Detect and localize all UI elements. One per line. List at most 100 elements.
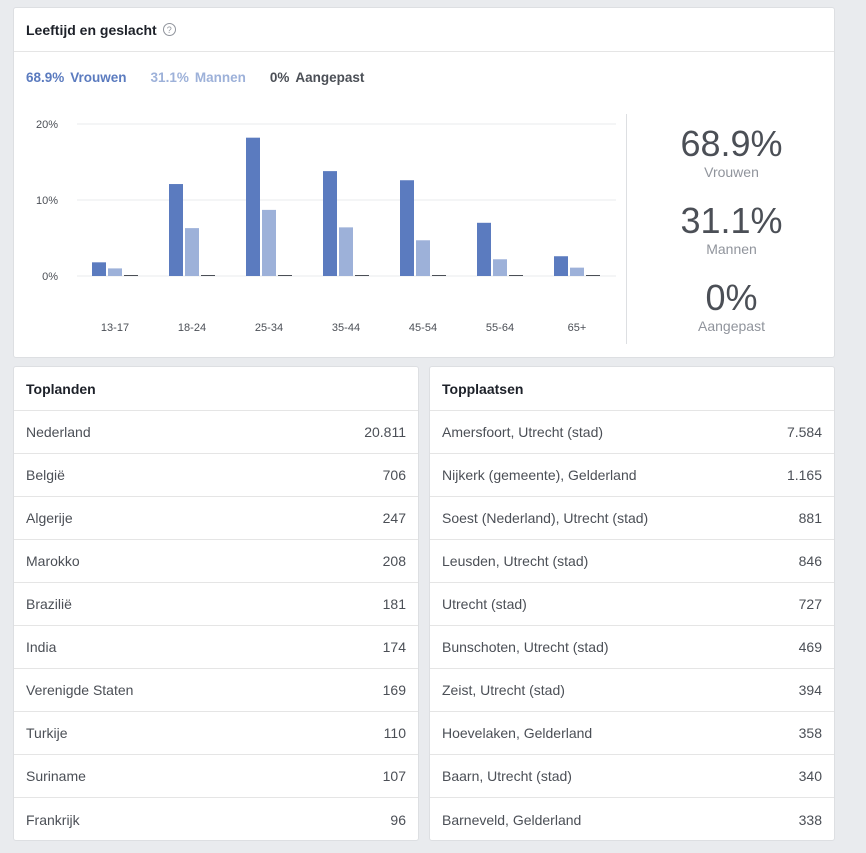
- city-row[interactable]: Nijkerk (gemeente), Gelderland 1.165: [430, 454, 834, 497]
- country-row[interactable]: Suriname 107: [14, 755, 418, 798]
- bar-mannen-25-34[interactable]: [262, 209, 276, 276]
- bar-aangepast-25-34[interactable]: [278, 275, 292, 276]
- bar-mannen-18-24[interactable]: [185, 228, 199, 276]
- country-name: Turkije: [26, 725, 68, 741]
- bar-aangepast-55-64[interactable]: [509, 275, 523, 276]
- bar-mannen-35-44[interactable]: [339, 227, 353, 276]
- country-name: Frankrijk: [26, 811, 80, 828]
- legend-custom-label: Aangepast: [295, 70, 365, 85]
- bar-vrouwen-65+[interactable]: [554, 256, 568, 276]
- city-value: 358: [798, 725, 822, 741]
- country-row[interactable]: Turkije 110: [14, 712, 418, 755]
- bar-vrouwen-45-54[interactable]: [400, 180, 414, 276]
- y-tick-label: 0%: [42, 271, 58, 283]
- bar-mannen-13-17[interactable]: [108, 268, 122, 276]
- age-gender-title: Leeftijd en geslacht: [26, 21, 157, 38]
- city-value: 469: [798, 639, 822, 655]
- legend-item-custom[interactable]: 0% Aangepast: [270, 70, 365, 85]
- x-tick-label: 18-24: [178, 322, 206, 334]
- city-name: Zeist, Utrecht (stad): [442, 682, 565, 698]
- legend-item-men[interactable]: 31.1% Mannen: [151, 70, 246, 85]
- country-value: 107: [382, 768, 406, 784]
- country-row[interactable]: Frankrijk 96: [14, 798, 418, 841]
- summary-men-label: Mannen: [706, 241, 757, 257]
- country-row[interactable]: Algerije 247: [14, 497, 418, 540]
- city-value: 846: [798, 553, 822, 569]
- top-countries-card: Toplanden Nederland 20.811 België 706 Algeri…: [13, 366, 419, 841]
- city-value: 338: [798, 811, 822, 828]
- city-row[interactable]: Baarn, Utrecht (stad) 340: [430, 755, 834, 798]
- legend-men-pct: 31.1%: [150, 70, 189, 85]
- country-value: 169: [382, 682, 406, 698]
- x-tick-label: 35-44: [332, 322, 360, 334]
- summary-custom-label: Aangepast: [698, 318, 765, 334]
- country-row[interactable]: India 174: [14, 626, 418, 669]
- country-row[interactable]: Verenigde Staten 169: [14, 669, 418, 712]
- country-name: Brazilië: [26, 596, 72, 612]
- bar-aangepast-13-17[interactable]: [124, 275, 138, 276]
- city-value: 1.165: [786, 467, 822, 483]
- country-name: India: [26, 639, 57, 655]
- city-row[interactable]: Amersfoort, Utrecht (stad) 7.584: [430, 411, 834, 454]
- country-row[interactable]: België 706: [14, 454, 418, 497]
- country-row[interactable]: Marokko 208: [14, 540, 418, 583]
- x-tick-label: 45-54: [409, 322, 437, 334]
- legend-item-women[interactable]: 68.9% Vrouwen: [26, 70, 127, 85]
- city-name: Nijkerk (gemeente), Gelderland: [442, 467, 637, 483]
- city-name: Hoevelaken, Gelderland: [442, 725, 593, 741]
- x-tick-label: 55-64: [486, 322, 514, 334]
- city-row[interactable]: Zeist, Utrecht (stad) 394: [430, 669, 834, 712]
- x-tick-label: 13-17: [101, 322, 129, 334]
- city-row[interactable]: Barneveld, Gelderland 338: [430, 798, 834, 841]
- bar-vrouwen-25-34[interactable]: [246, 137, 260, 276]
- bar-vrouwen-55-64[interactable]: [477, 222, 491, 276]
- top-cities-list: Amersfoort, Utrecht (stad) 7.584 Nijkerk (…: [430, 411, 834, 841]
- city-row[interactable]: Leusden, Utrecht (stad) 846: [430, 540, 834, 583]
- summary-custom: 0% Aangepast: [627, 277, 836, 335]
- x-tick-label: 65+: [568, 322, 587, 334]
- country-row[interactable]: Brazilië 181: [14, 583, 418, 626]
- city-value: 340: [798, 768, 822, 784]
- bar-aangepast-35-44[interactable]: [355, 275, 369, 276]
- city-row[interactable]: Soest (Nederland), Utrecht (stad) 881: [430, 497, 834, 540]
- age-gender-header: Leeftijd en geslacht ?: [14, 8, 834, 52]
- city-name: Soest (Nederland), Utrecht (stad): [442, 510, 649, 526]
- bar-mannen-65+[interactable]: [570, 267, 584, 276]
- city-name: Barneveld, Gelderland: [442, 811, 582, 828]
- bar-aangepast-18-24[interactable]: [201, 275, 215, 276]
- bar-vrouwen-35-44[interactable]: [323, 171, 337, 276]
- country-value: 174: [382, 639, 406, 655]
- country-name: Verenigde Staten: [26, 682, 134, 698]
- country-value: 96: [390, 811, 406, 828]
- city-name: Amersfoort, Utrecht (stad): [442, 424, 604, 440]
- legend-women-pct: 68.9%: [26, 70, 65, 85]
- city-name: Utrecht (stad): [442, 596, 527, 612]
- country-value: 208: [382, 553, 406, 569]
- bar-aangepast-65+[interactable]: [586, 275, 600, 276]
- legend-custom-pct: 0%: [269, 70, 290, 85]
- bar-vrouwen-18-24[interactable]: [169, 184, 183, 276]
- summary-women: 68.9% Vrouwen: [627, 123, 836, 181]
- country-value: 181: [382, 596, 406, 612]
- y-tick-label: 20%: [36, 119, 58, 131]
- country-value: 20.811: [364, 424, 406, 440]
- country-row[interactable]: Nederland 20.811: [14, 411, 418, 454]
- summary-women-value: 68.9%: [680, 123, 783, 164]
- city-row[interactable]: Hoevelaken, Gelderland 358: [430, 712, 834, 755]
- bar-mannen-45-54[interactable]: [416, 240, 430, 276]
- city-value: 881: [798, 510, 822, 526]
- chart-divider: [626, 114, 627, 344]
- city-row[interactable]: Bunschoten, Utrecht (stad) 469: [430, 626, 834, 669]
- country-name: Suriname: [26, 768, 86, 784]
- city-row[interactable]: Utrecht (stad) 727: [430, 583, 834, 626]
- bar-mannen-55-64[interactable]: [493, 259, 507, 276]
- summary-men: 31.1% Mannen: [627, 200, 836, 258]
- gender-legend: 68.9% Vrouwen 31.1% Mannen 0% Aangepast: [26, 70, 388, 85]
- question-icon[interactable]: ?: [162, 23, 176, 36]
- top-countries-title: Toplanden: [14, 367, 418, 411]
- bar-vrouwen-13-17[interactable]: [92, 262, 106, 276]
- summary-men-value: 31.1%: [680, 200, 783, 241]
- top-cities-title: Topplaatsen: [430, 367, 834, 411]
- summary-custom-value: 0%: [705, 277, 758, 318]
- bar-aangepast-45-54[interactable]: [432, 275, 446, 276]
